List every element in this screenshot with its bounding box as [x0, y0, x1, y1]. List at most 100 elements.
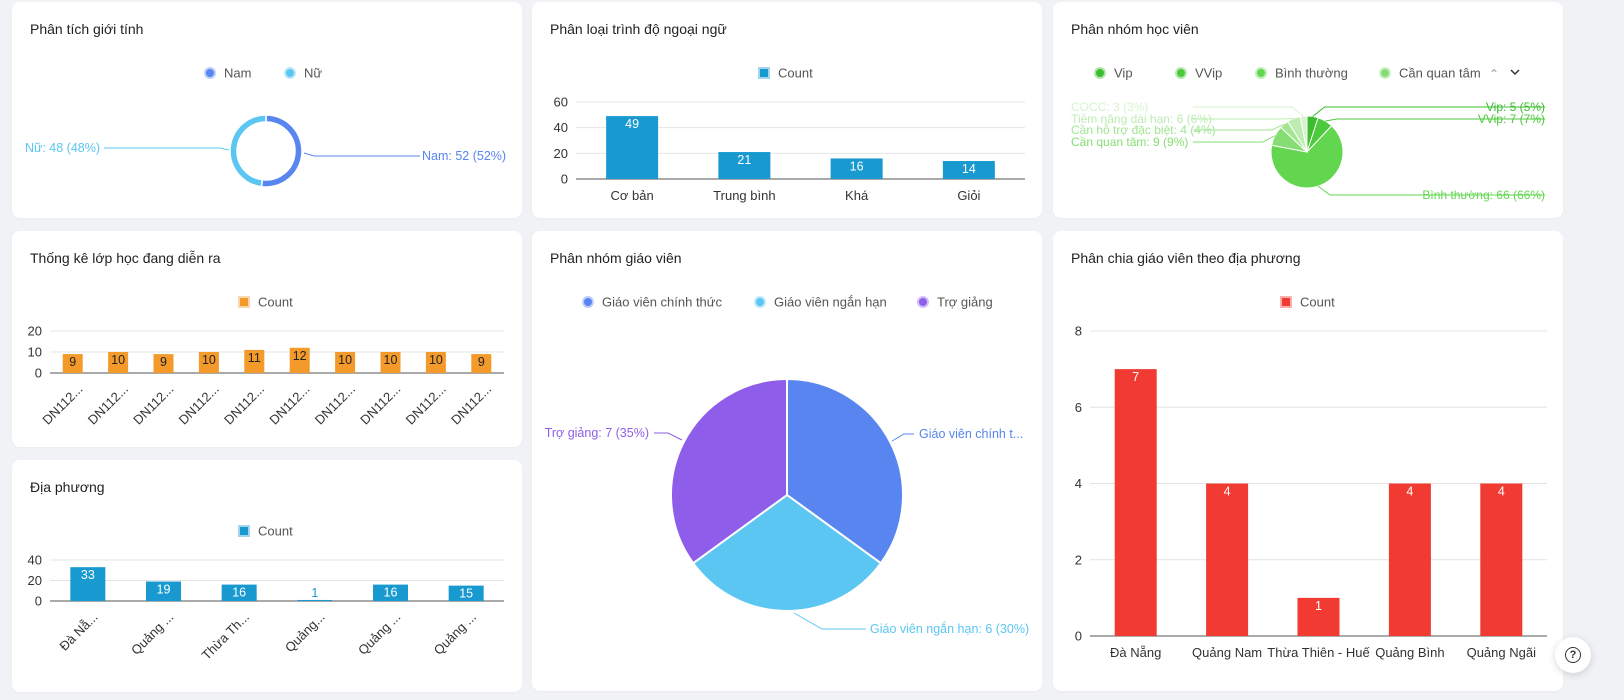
- legend-label: Bình thường: [1275, 66, 1348, 81]
- scroll-down-icon: [1510, 69, 1520, 76]
- card-title: Phân tích giới tính: [30, 21, 144, 37]
- student-groups-chart: Vip VVip Bình thường Cần quan tâm ⌃ Vip: 5 (5…: [1071, 66, 1545, 203]
- bar: [425, 352, 446, 373]
- regions-chart: Count 0 20 40 33 Đà Nẵ... 19 Quảng ... 16 Thừa Th…: [28, 524, 504, 663]
- teacher-regions-chart-card: Phân chia giáo viên theo địa phương Coun…: [1053, 231, 1563, 691]
- data-label: 4: [1406, 485, 1413, 499]
- leader-line: [793, 612, 866, 630]
- leader-line: [1193, 106, 1304, 117]
- legend-marker: [1379, 67, 1391, 79]
- data-label: 49: [625, 117, 639, 131]
- legend-label: Count: [1300, 295, 1335, 310]
- slice-label: Nữ: 48 (48%): [25, 141, 100, 155]
- x-tick-label: Quảng Nam: [1192, 645, 1262, 660]
- pie-slice: [260, 114, 303, 188]
- x-tick-label: Quảng ...: [355, 609, 403, 657]
- x-tick-label: DN112...: [312, 381, 358, 427]
- legend-marker: [582, 296, 594, 308]
- bar: [108, 352, 129, 373]
- bar: [830, 158, 883, 179]
- bar: [373, 584, 408, 601]
- slice-label: Cần hỗ trợ đặc biệt: 4 (4%): [1071, 122, 1216, 137]
- data-label: 9: [160, 355, 167, 369]
- card-title: Phân loại trình độ ngoại ngữ: [550, 21, 727, 37]
- x-tick-label: Quảng Bình: [1375, 645, 1444, 660]
- leader-line: [891, 433, 914, 442]
- data-label: 11: [248, 351, 261, 365]
- bar: [153, 354, 174, 373]
- legend-label: Nam: [224, 66, 251, 81]
- bar: [448, 585, 484, 601]
- leader-line: [303, 152, 420, 157]
- x-tick-label: DN112...: [85, 381, 131, 427]
- data-label: 10: [111, 353, 125, 367]
- bar: [471, 354, 492, 373]
- bar: [942, 161, 995, 179]
- bar: [1388, 483, 1431, 636]
- legend-label: Trợ giảng: [937, 295, 993, 310]
- y-tick-label: 20: [554, 146, 568, 161]
- legend-marker: [1280, 296, 1292, 308]
- data-label: 16: [384, 586, 398, 600]
- y-tick-label: 8: [1075, 324, 1082, 339]
- x-tick-label: DN112...: [39, 381, 85, 427]
- x-tick-label: DN112...: [130, 381, 176, 427]
- y-tick-label: 0: [35, 594, 42, 609]
- bar: [1297, 597, 1340, 636]
- legend-marker: [204, 67, 216, 79]
- pie-slice: [786, 377, 904, 565]
- data-label: 33: [81, 568, 95, 582]
- leader-line: [1193, 123, 1285, 131]
- legend-label: Cần quan tâm: [1399, 66, 1481, 81]
- x-tick-label: DN112...: [266, 381, 312, 427]
- student-groups-chart-card: Phân nhóm học viên Vip VVip Bình thường Cần…: [1053, 2, 1563, 218]
- language-chart: Count 0 20 40 60 49 Cơ bản 21 Trung bình 16 Khá 14 G…: [554, 66, 1025, 203]
- x-tick-label: DN112...: [403, 381, 449, 427]
- legend-label: Count: [778, 66, 813, 81]
- gender-chart: Nam Nữ Nam: 52 (52%) Nữ: 48 (48%): [25, 66, 506, 188]
- help-button[interactable]: ?: [1555, 637, 1591, 673]
- data-label: 16: [850, 159, 864, 173]
- legend-marker: [1255, 67, 1267, 79]
- data-label: 10: [338, 353, 352, 367]
- x-tick-label: DN112...: [176, 381, 222, 427]
- card-title: Thống kê lớp học đang diễn ra: [30, 250, 221, 266]
- pie-slice: [670, 377, 788, 565]
- bar: [62, 354, 83, 373]
- bar: [1206, 483, 1249, 636]
- y-tick-label: 2: [1075, 552, 1082, 567]
- bar: [297, 599, 333, 601]
- data-label: 10: [384, 353, 398, 367]
- data-label: 10: [202, 353, 216, 367]
- bar: [380, 352, 401, 373]
- bar: [289, 347, 310, 373]
- bar: [70, 567, 106, 601]
- slice-label: Giáo viên chính t...: [919, 427, 1023, 441]
- bar: [1114, 369, 1157, 636]
- data-label: 14: [962, 162, 976, 176]
- x-tick-label: DN112...: [221, 381, 267, 427]
- card-title: Địa phương: [30, 479, 105, 495]
- x-tick-label: Quảng...: [282, 609, 328, 655]
- legend-label: Nữ: [304, 66, 322, 81]
- legend-label: Count: [258, 295, 293, 310]
- bar: [146, 581, 181, 601]
- x-tick-label: Đà Nẵng: [1110, 645, 1161, 660]
- help-icon: ?: [1565, 647, 1581, 663]
- legend-marker: [758, 67, 770, 79]
- data-label: 1: [1315, 599, 1322, 613]
- pie-slice: [691, 493, 883, 612]
- y-tick-label: 40: [554, 120, 568, 135]
- data-label: 4: [1498, 485, 1505, 499]
- legend-marker: [238, 296, 250, 308]
- x-tick-label: Thừa Th...: [199, 609, 252, 662]
- slice-label: Trợ giảng: 7 (35%): [545, 426, 649, 440]
- bar: [221, 584, 257, 601]
- legend-label: Giáo viên chính thức: [602, 295, 722, 310]
- x-tick-label: Trung bình: [713, 188, 775, 203]
- language-chart-card: Phân loại trình độ ngoại ngữ Count 0 20 40 6…: [532, 2, 1042, 218]
- legend-marker: [284, 67, 296, 79]
- y-tick-label: 0: [1075, 629, 1082, 644]
- bar: [1480, 483, 1523, 636]
- pie-slice: [229, 114, 267, 188]
